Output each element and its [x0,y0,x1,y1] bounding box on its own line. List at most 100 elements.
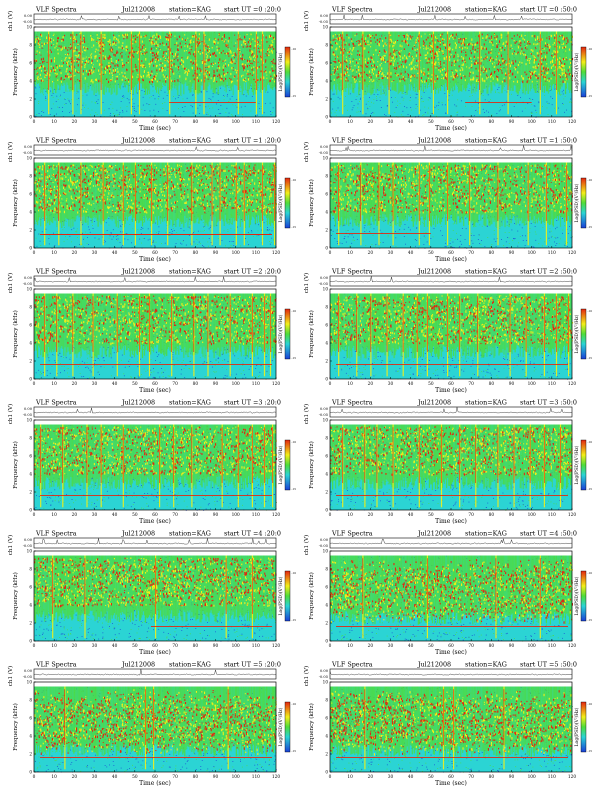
emission-cell [368,58,369,60]
noise-cell [199,113,200,114]
emission-cell [153,52,154,54]
emission-cell [372,72,373,73]
emission-cell [228,64,229,66]
emission-cell [193,53,194,55]
noise-cell [141,109,142,110]
emission-cell [61,39,62,40]
emission-cell [410,76,411,78]
emission-cell [524,39,525,41]
emission-cell [547,46,548,47]
emission-cell [459,47,460,48]
emission-cell [61,77,62,79]
emission-cell [520,42,521,45]
emission-cell [79,52,80,54]
sferic-core [238,34,239,90]
emission-cell [224,60,225,61]
emission-cell [525,47,526,49]
emission-cell [243,46,244,47]
noise-cell [54,89,55,90]
emission-cell [458,38,459,39]
emission-cell [522,53,523,54]
emission-cell [155,37,156,38]
emission-cell [486,48,487,50]
emission-cell [499,40,500,43]
noise-cell [162,108,163,109]
emission-cell [380,57,381,59]
emission-cell [340,48,341,49]
emission-cell [431,74,432,75]
emission-cell [411,62,412,64]
noise-cell [359,101,360,102]
emission-cell [268,48,269,49]
emission-cell [375,49,376,51]
emission-cell [56,43,57,45]
noise-cell [391,97,392,98]
emission-cell [154,76,155,78]
emission-cell [107,67,108,69]
emission-cell [539,74,540,76]
emission-cell [122,65,123,67]
noise-cell [220,113,221,114]
emission-cell [393,49,394,51]
emission-cell [424,81,425,83]
station-label: station=KAG [465,6,507,14]
noise-cell [383,89,384,90]
emission-cell [489,41,490,43]
emission-cell [144,71,145,73]
emission-cell [149,39,150,40]
emission-cell [67,73,68,75]
noise-cell [183,99,184,100]
emission-cell [398,65,399,67]
emission-cell [415,65,416,66]
noise-cell [230,99,231,100]
noise-cell [162,86,163,87]
emission-cell [334,54,335,57]
emission-cell [202,53,203,54]
emission-cell [333,61,334,62]
emission-cell [154,35,155,37]
emission-cell [210,54,211,56]
x-tick-label: 30 [92,120,98,125]
emission-cell [254,59,255,61]
emission-cell [150,61,151,63]
emission-cell [145,52,146,54]
emission-cell [151,70,152,72]
emission-cell [518,46,519,47]
noise-cell [422,115,423,116]
noise-cell [488,112,489,113]
emission-cell [519,42,520,43]
emission-cell [233,70,234,71]
noise-cell [222,109,223,110]
emission-cell [535,57,536,58]
emission-cell [464,76,465,78]
emission-cell [526,58,527,59]
emission-cell [89,58,90,60]
emission-cell [410,35,411,37]
emission-cell [529,60,530,62]
emission-cell [167,60,168,61]
emission-cell [353,47,354,50]
emission-cell [512,53,513,55]
emission-cell [220,77,221,78]
emission-cell [192,64,193,65]
emission-cell [532,50,533,53]
emission-cell [438,69,439,70]
emission-cell [499,49,500,50]
noise-cell [386,115,387,116]
noise-cell [478,103,479,104]
emission-cell [400,80,401,82]
noise-cell [36,116,37,117]
emission-cell [449,49,450,51]
noise-cell [500,107,501,108]
emission-cell [491,49,492,51]
emission-cell [242,54,243,57]
emission-cell [535,48,536,49]
noise-cell [206,114,207,115]
emission-cell [450,36,451,38]
noise-cell [49,93,50,94]
emission-cell [274,81,275,83]
emission-cell [164,44,165,46]
emission-cell [252,53,253,55]
emission-cell [65,47,66,49]
emission-cell [193,35,194,36]
